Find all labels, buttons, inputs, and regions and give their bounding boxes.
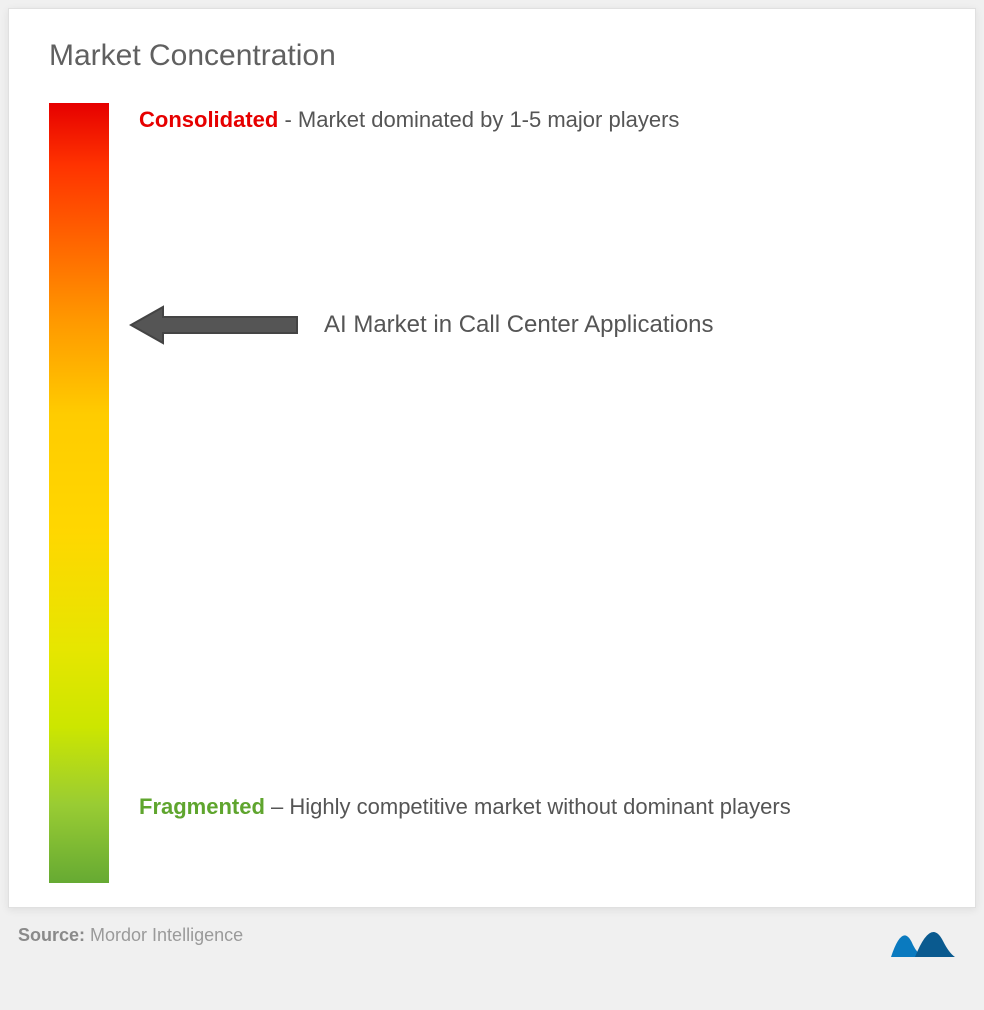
market-marker-row: AI Market in Call Center Applications: [129, 303, 925, 347]
source-name: Mordor Intelligence: [90, 925, 243, 945]
concentration-gradient-bar: [49, 103, 109, 883]
fragmented-term: Fragmented: [139, 794, 265, 819]
page-title: Market Concentration: [49, 39, 935, 73]
content-row: Consolidated - Market dominated by 1-5 m…: [49, 103, 935, 883]
mordor-logo-icon: [889, 915, 959, 970]
infographic-card: Market Concentration Consolidated - Mark…: [8, 8, 976, 908]
consolidated-term: Consolidated: [139, 107, 278, 132]
consolidated-description: - Market dominated by 1-5 major players: [278, 107, 679, 132]
consolidated-label: Consolidated - Market dominated by 1-5 m…: [139, 103, 915, 136]
labels-column: Consolidated - Market dominated by 1-5 m…: [109, 103, 935, 883]
fragmented-description: – Highly competitive market without domi…: [265, 794, 791, 819]
fragmented-label: Fragmented – Highly competitive market w…: [139, 783, 915, 831]
source-prefix: Source:: [18, 925, 90, 945]
market-name-label: AI Market in Call Center Applications: [324, 311, 714, 339]
source-footer: Source: Mordor Intelligence: [18, 925, 243, 946]
arrow-left-icon: [129, 303, 299, 347]
